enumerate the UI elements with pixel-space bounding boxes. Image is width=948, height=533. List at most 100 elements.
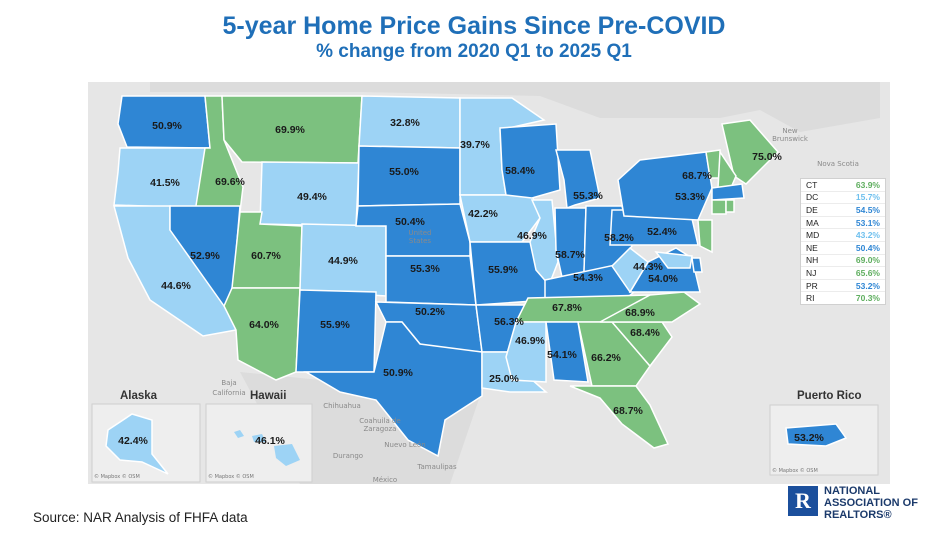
legend-state-code: NH bbox=[806, 255, 819, 266]
state-ma[interactable] bbox=[711, 183, 745, 201]
value-label-me: 75.0% bbox=[752, 151, 782, 163]
legend-row-ne: NE 50.4% bbox=[801, 242, 885, 255]
value-label-pa: 52.4% bbox=[647, 226, 677, 238]
value-label-mn: 39.7% bbox=[460, 139, 490, 151]
value-label-sd: 55.0% bbox=[389, 166, 419, 178]
legend-state-value: 15.7% bbox=[855, 192, 880, 203]
state-tx[interactable] bbox=[303, 321, 483, 458]
value-label-wi: 58.4% bbox=[505, 165, 535, 177]
mapbox-credit-1: © Mapbox © OSM bbox=[208, 473, 254, 480]
state-il[interactable] bbox=[529, 199, 559, 287]
value-label-pr: 53.2% bbox=[794, 432, 824, 444]
state-mi[interactable] bbox=[555, 149, 601, 210]
state-wv[interactable] bbox=[611, 247, 649, 294]
state-ak[interactable] bbox=[105, 413, 169, 475]
value-label-ks: 55.3% bbox=[410, 263, 440, 275]
legend-row-nh: NH 69.0% bbox=[801, 255, 885, 268]
value-label-al: 54.1% bbox=[547, 349, 577, 361]
value-label-fl: 68.7% bbox=[613, 405, 643, 417]
value-label-nv: 52.9% bbox=[190, 250, 220, 262]
legend-state-value: 53.2% bbox=[855, 280, 880, 291]
value-label-ar: 56.3% bbox=[494, 316, 524, 328]
value-label-ga: 66.2% bbox=[591, 352, 621, 364]
legend-state-value: 65.6% bbox=[855, 267, 880, 278]
legend-row-pr: PR 53.2% bbox=[801, 280, 885, 293]
legend-row-ri: RI 70.3% bbox=[801, 292, 885, 304]
canada-land bbox=[150, 82, 880, 132]
legend-row-ma: MA 53.1% bbox=[801, 217, 885, 230]
legend-state-value: 50.4% bbox=[855, 242, 880, 253]
state-az[interactable] bbox=[223, 287, 301, 381]
geo-label-states: States bbox=[409, 237, 432, 245]
state-nc[interactable] bbox=[599, 291, 702, 323]
legend-state-code: CT bbox=[806, 179, 818, 190]
legend-state-value: 53.1% bbox=[855, 217, 880, 228]
value-label-nm: 55.9% bbox=[320, 319, 350, 331]
value-label-wa: 50.9% bbox=[152, 120, 182, 132]
legend-state-value: 63.9% bbox=[855, 179, 880, 190]
legend-state-code: DE bbox=[806, 204, 818, 215]
legend-state-code: PR bbox=[806, 280, 818, 291]
state-nj[interactable] bbox=[697, 219, 713, 254]
geo-label-newb: New bbox=[782, 127, 798, 135]
state-in[interactable] bbox=[554, 207, 587, 278]
small-states-legend: CT 63.9% DC 15.7% DE 54.5% MA 53.1% MD 43.2% NE 50.… bbox=[800, 178, 886, 305]
value-label-va: 54.0% bbox=[648, 273, 678, 285]
value-label-ok: 50.2% bbox=[415, 306, 445, 318]
legend-state-value: 43.2% bbox=[855, 230, 880, 241]
geo-label-mexico: México bbox=[373, 476, 397, 484]
legend-state-value: 69.0% bbox=[855, 255, 880, 266]
legend-row-de: DE 54.5% bbox=[801, 204, 885, 217]
value-label-nc: 68.9% bbox=[625, 307, 655, 319]
value-label-in: 58.7% bbox=[555, 249, 585, 261]
inset-title-alaska: Alaska bbox=[120, 390, 158, 402]
state-ms[interactable] bbox=[505, 321, 547, 383]
state-de[interactable] bbox=[691, 257, 703, 273]
state-al[interactable] bbox=[545, 321, 589, 383]
legend-state-value: 70.3% bbox=[855, 293, 880, 304]
mapbox-credit-2: © Mapbox © OSM bbox=[772, 467, 818, 474]
state-nm[interactable] bbox=[295, 289, 377, 373]
state-hi[interactable] bbox=[274, 444, 300, 466]
state-labels-layer: 50.9% 41.5% 44.6% 69.6% 52.9% 69.9% 49.4% 60.7%… bbox=[118, 117, 824, 447]
chart-title: 5-year Home Price Gains Since Pre-COVID bbox=[222, 12, 726, 40]
legend-state-code: RI bbox=[806, 293, 815, 304]
geo-label-novascotia: Nova Scotia bbox=[817, 160, 859, 168]
state-fl[interactable] bbox=[569, 385, 670, 449]
nar-logo-line-2: ASSOCIATION OF bbox=[824, 497, 918, 509]
mapbox-credit-0: © Mapbox © OSM bbox=[94, 473, 140, 480]
legend-state-code: MD bbox=[806, 230, 820, 241]
legend-row-nj: NJ 65.6% bbox=[801, 267, 885, 280]
value-label-mi: 55.3% bbox=[573, 190, 603, 202]
state-ny[interactable] bbox=[617, 151, 713, 221]
state-pr[interactable] bbox=[785, 423, 848, 447]
state-wi[interactable] bbox=[499, 123, 561, 199]
hawaii-island-1 bbox=[234, 430, 244, 438]
value-label-ny: 53.3% bbox=[675, 191, 705, 203]
value-label-ut: 60.7% bbox=[251, 250, 281, 262]
value-label-ky: 54.3% bbox=[573, 272, 603, 284]
states-layer bbox=[113, 82, 880, 484]
state-ri[interactable] bbox=[725, 199, 735, 213]
value-label-mo: 55.9% bbox=[488, 264, 518, 276]
geo-label-tamaulipas: Tamaulipas bbox=[416, 463, 457, 471]
geo-label-brunswick: Brunswick bbox=[772, 135, 809, 143]
geo-label-durango: Durango bbox=[333, 452, 363, 460]
state-md[interactable] bbox=[654, 251, 693, 269]
value-label-tn: 67.8% bbox=[552, 302, 582, 314]
value-label-nd: 32.8% bbox=[390, 117, 420, 129]
nar-logo-mark: R bbox=[788, 486, 818, 516]
insets-layer: Alaska Hawaii Puerto Rico © Mapbox © OSM © M… bbox=[91, 390, 879, 483]
geo-label-chihuahua: Chihuahua bbox=[323, 402, 361, 410]
state-ct[interactable] bbox=[711, 199, 727, 215]
geo-label-baja: Baja bbox=[221, 379, 236, 387]
legend-state-code: DC bbox=[806, 192, 819, 203]
value-label-az: 64.0% bbox=[249, 319, 279, 331]
value-label-vt: 68.7% bbox=[682, 170, 712, 182]
state-me[interactable] bbox=[721, 119, 780, 185]
geo-label-united: United bbox=[409, 229, 432, 237]
value-label-wy: 49.4% bbox=[297, 191, 327, 203]
hawaii-island-2 bbox=[252, 434, 266, 442]
geo-label-zaragoza: Zaragoza bbox=[364, 425, 397, 433]
inset-title-puerto_rico: Puerto Rico bbox=[797, 390, 862, 402]
